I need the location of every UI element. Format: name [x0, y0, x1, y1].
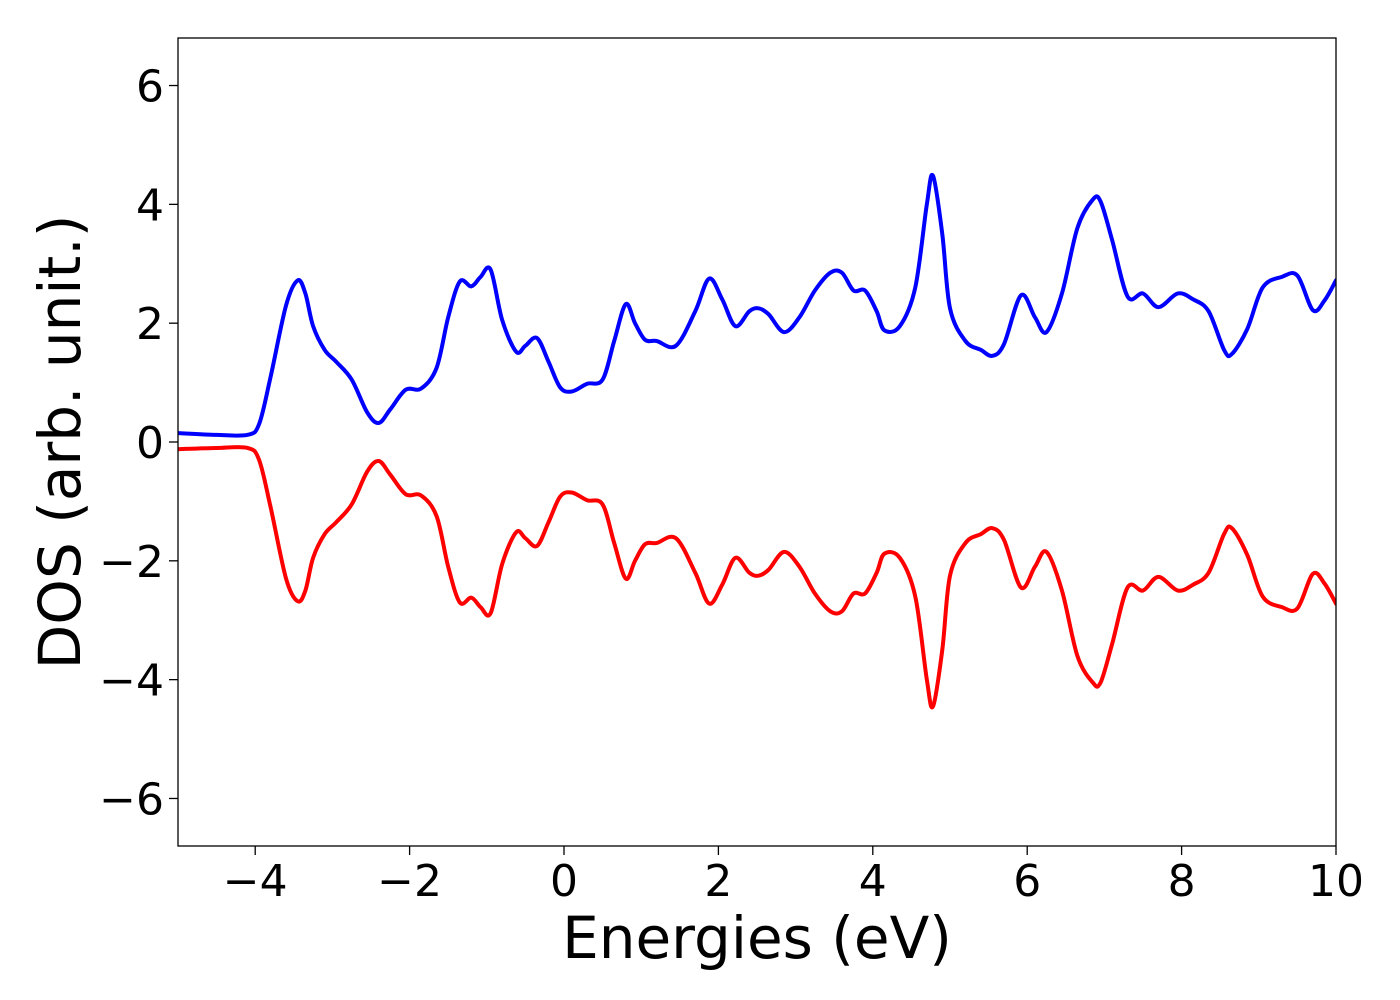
x-tick-label: −2 [377, 856, 442, 907]
x-tick-label: 4 [859, 856, 887, 907]
y-tick-label: −4 [99, 656, 164, 707]
x-tick-label: 10 [1308, 856, 1364, 907]
x-tick-label: 2 [704, 856, 732, 907]
plot-frame [177, 37, 1337, 847]
y-tick-label: 2 [136, 299, 164, 350]
x-tick-label: 6 [1013, 856, 1041, 907]
x-tick-label: −4 [223, 856, 288, 907]
x-axis-label: Energies (eV) [562, 904, 952, 972]
y-axis-ticks: −6 −4 −2 0 2 4 6 [99, 62, 178, 825]
series-line-1 [178, 172, 1336, 438]
y-axis-label: DOS (arb. unit.) [26, 215, 94, 670]
x-axis-ticks: −4 −2 0 2 4 6 8 10 [223, 846, 1364, 907]
x-tick-label: 0 [550, 856, 578, 907]
y-tick-label: 4 [136, 180, 164, 231]
y-tick-label: 6 [136, 62, 164, 113]
y-tick-label: 0 [136, 418, 164, 469]
x-tick-label: 8 [1168, 856, 1196, 907]
y-tick-label: −6 [99, 774, 164, 825]
series-layer [178, 172, 1336, 710]
y-tick-label: −2 [99, 537, 164, 588]
series-line-2 [178, 445, 1336, 710]
